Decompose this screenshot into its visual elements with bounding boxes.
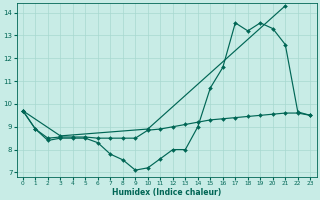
X-axis label: Humidex (Indice chaleur): Humidex (Indice chaleur) [112,188,221,197]
